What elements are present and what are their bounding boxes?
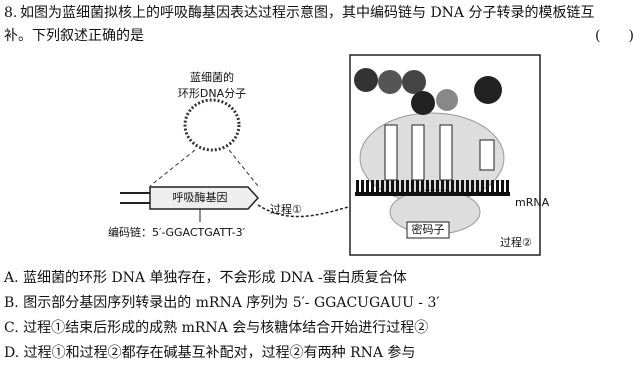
base [476,180,479,194]
base [381,180,384,194]
base [491,180,494,194]
question-line: 如图为蓝细菌拟核上的呼吸酶基因表达过程示意图，其中编码链与 DNA 分子转录的模… [20,4,594,21]
gene-box [149,186,260,210]
base [501,180,504,194]
amino-acid [436,89,458,111]
base [506,180,509,194]
coding-strand: 编码链：5′-GGACTGATT-3′ [108,225,246,239]
amino-acid [474,76,502,104]
base [466,180,469,194]
base [391,180,394,194]
base [426,180,429,194]
dna-label: 环形DNA分子 [178,87,246,100]
amino-acid [402,70,426,94]
amino-acid [411,91,435,115]
codon-label: 密码子 [412,222,445,236]
base [486,180,489,194]
base [441,180,444,194]
zoom-line [228,149,259,187]
process1-label: 过程① [270,203,302,216]
base [411,180,414,194]
base [376,180,379,194]
base [371,180,374,194]
gene-label: 呼吸酶基因 [173,191,228,204]
mrna [356,180,509,194]
base [461,180,464,194]
zoom-line [149,149,196,187]
base [366,180,369,194]
process2-label: 过程② [500,236,532,249]
mrna-label: mRNA [515,196,550,209]
codon-box [406,221,450,239]
question-number: 8. [4,5,17,21]
base [451,180,454,194]
trna [439,124,453,181]
amino-acid [378,70,402,94]
option: D. 过程①和过程②都存在碱基互补配对，过程②有两种 RNA 参与 [4,344,415,361]
base [456,180,459,194]
base [481,180,484,194]
process1-arrow [257,204,356,218]
trna [411,124,425,181]
dna-label: 蓝细菌的 [190,70,234,84]
base [356,180,359,194]
trna [479,139,495,171]
base [496,180,499,194]
base [416,180,419,194]
base [386,180,389,194]
base [421,180,424,194]
mrna-backbone [355,192,510,196]
option: C. 过程①结束后形成的成熟 mRNA 会与核糖体结合开始进行过程② [4,320,428,336]
question-line: 补。下列叙述正确的是 [4,27,144,44]
option: B. 图示部分基因序列转录出的 mRNA 序列为 5′- GGACUGAUU -… [4,294,440,311]
base [396,180,399,194]
option: A. 蓝细菌的环形 DNA 单独存在，不会形成 DNA -蛋白质复合体 [3,269,407,286]
base [406,180,409,194]
base [431,180,434,194]
base [436,180,439,194]
base [401,180,404,194]
base [361,180,364,194]
base [446,180,449,194]
amino-acid [354,68,378,92]
trna [384,124,398,181]
base [471,180,474,194]
circular-dna [183,98,241,152]
answer-blank: ( ) [595,28,634,44]
